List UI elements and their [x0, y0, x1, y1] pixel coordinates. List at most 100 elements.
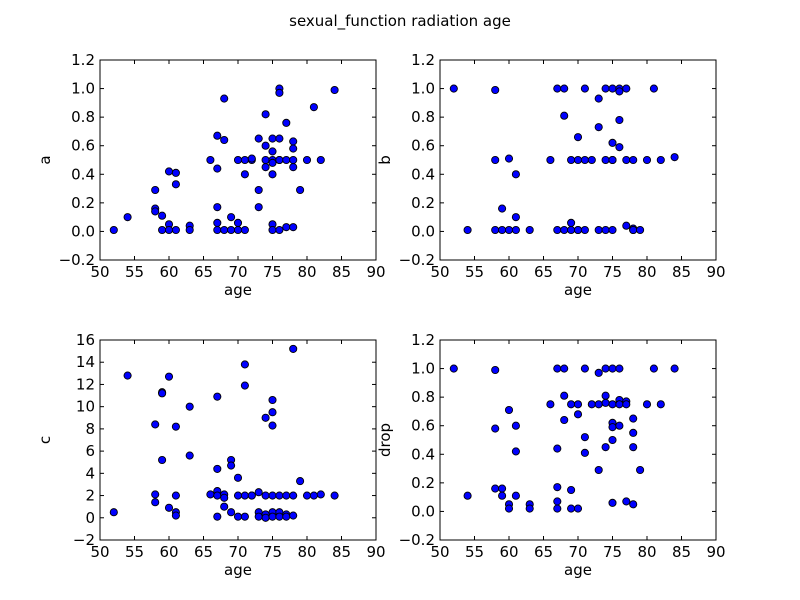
scatter-point: [185, 225, 194, 235]
scatter-point: [275, 512, 284, 521]
y-tick-label: 0: [85, 509, 95, 527]
scatter-point: [601, 391, 610, 400]
scatter-point: [185, 402, 194, 411]
x-tick-label: 85: [332, 543, 351, 561]
scatter-point: [601, 364, 610, 373]
scatter-point: [511, 170, 520, 179]
scatter-point: [546, 400, 555, 409]
scatter-point: [254, 488, 263, 497]
scatter-point: [608, 423, 617, 432]
scatter-point: [289, 223, 298, 232]
x-tick-label: 60: [159, 263, 178, 281]
scatter-point: [553, 483, 562, 492]
y-tick-label: 4: [85, 464, 95, 482]
scatter-point: [275, 88, 284, 97]
scatter-point: [449, 364, 458, 373]
x-axis-label: age: [564, 561, 592, 579]
scatter-point: [615, 400, 624, 409]
x-tick-label: 90: [366, 543, 385, 561]
figure-suptitle: sexual_function radiation age: [289, 12, 511, 31]
y-tick-label: 12: [76, 375, 95, 393]
scatter-point: [240, 491, 249, 500]
scatter-point: [220, 94, 229, 103]
scatter-point: [615, 115, 624, 125]
scatter-point: [247, 154, 256, 163]
y-tick-label: 1.2: [71, 51, 95, 69]
scatter-point: [580, 433, 589, 442]
subplot-4: 50 55 60 65 70 75 80 85 90 −0.2 0.0 0.2 0.4 0.6 0.8 1.0…: [376, 331, 726, 579]
scatter-point: [601, 443, 610, 452]
x-tick-label: 50: [90, 543, 109, 561]
scatter-point: [567, 225, 576, 235]
scatter-point: [123, 213, 132, 222]
y-tick-label: 2: [85, 487, 95, 505]
scatter-point: [213, 131, 222, 140]
x-tick-label: 50: [90, 263, 109, 281]
scatter-point: [629, 500, 638, 509]
scatter-point: [213, 392, 222, 401]
scatter-point: [261, 155, 270, 165]
scatter-point: [498, 484, 507, 493]
scatter-point: [282, 491, 291, 500]
x-tick-label: 75: [603, 263, 622, 281]
x-tick-label: 75: [603, 543, 622, 561]
scatter-point: [289, 163, 298, 172]
x-tick-label: 85: [672, 263, 691, 281]
scatter-point: [164, 372, 174, 381]
scatter-point: [309, 491, 318, 500]
x-axis-label: age: [224, 561, 252, 579]
scatter-point: [573, 400, 583, 409]
x-axis-label: age: [564, 281, 592, 299]
scatter-point: [282, 512, 291, 521]
y-tick-label: 8: [85, 420, 95, 438]
scatter-point: [302, 491, 312, 500]
scatter-point: [158, 211, 167, 220]
scatter-point: [268, 225, 277, 235]
scatter-point: [594, 465, 603, 475]
scatter-point: [275, 134, 284, 143]
scatter-point: [511, 421, 520, 430]
scatter-point: [622, 84, 631, 93]
scatter-point: [580, 155, 589, 165]
y-tick-label: −0.2: [399, 251, 435, 269]
scatter-point: [213, 512, 222, 521]
scatter-point: [206, 155, 215, 165]
y-tick-label: 0.8: [411, 108, 435, 126]
y-tick-label: 10: [76, 398, 95, 416]
y-tick-label: 1.0: [411, 80, 435, 98]
scatter-point: [254, 185, 263, 195]
scatter-point: [227, 225, 236, 235]
scatter-point: [171, 511, 180, 520]
scatter-point: [151, 490, 160, 499]
scatter-point: [573, 410, 583, 419]
scatter-point: [491, 85, 500, 95]
scatter-point: [622, 400, 631, 409]
scatter-point: [553, 84, 562, 93]
scatter-point: [261, 491, 270, 500]
scatter-point: [233, 491, 243, 500]
scatter-point: [206, 490, 215, 499]
scatter-point: [580, 225, 589, 235]
scatter-point: [309, 103, 318, 112]
scatter-point: [615, 143, 624, 152]
scatter-point: [233, 512, 243, 521]
scatter-point: [254, 203, 263, 212]
scatter-point: [233, 218, 243, 227]
scatter-point: [636, 225, 645, 235]
scatter-point: [463, 225, 472, 235]
x-tick-label: 55: [125, 543, 144, 561]
scatter-point: [511, 225, 520, 235]
scatter-point: [233, 225, 243, 235]
scatter-point: [330, 491, 339, 500]
scatter-point: [289, 137, 298, 146]
x-tick-label: 55: [465, 263, 484, 281]
scatter-point: [567, 218, 576, 227]
scatter-point: [316, 490, 325, 499]
scatter-point: [227, 508, 236, 517]
scatter-point: [227, 213, 236, 222]
scatter-point: [511, 213, 520, 222]
scatter-point: [171, 168, 180, 177]
scatter-point: [330, 85, 339, 95]
scatter-point: [560, 111, 569, 120]
scatter-point: [275, 155, 284, 165]
